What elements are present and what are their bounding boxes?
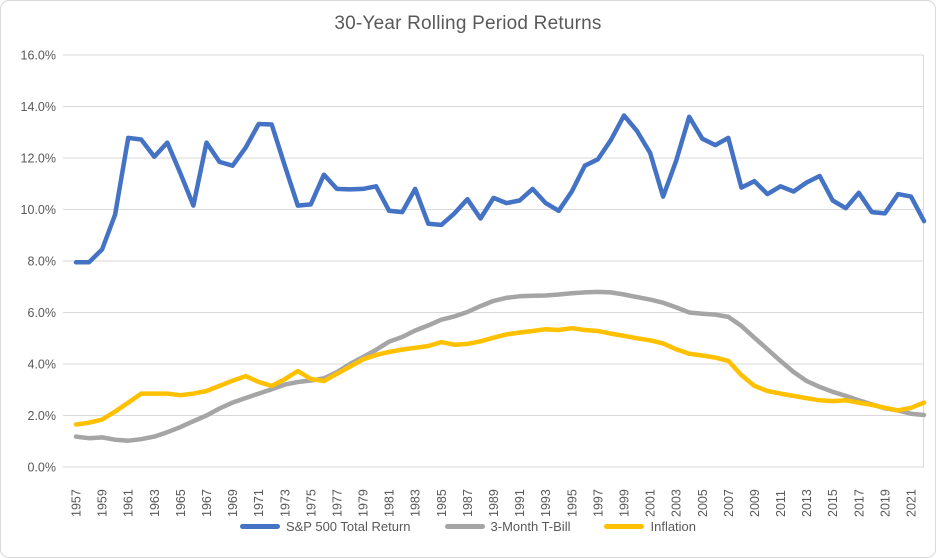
sp500-line-swatch-icon [239, 524, 280, 529]
y-tick-label: 14.0% [21, 100, 56, 114]
x-tick-label: 1997 [591, 489, 605, 517]
x-tick-label: 1989 [487, 489, 501, 517]
x-tick-label: 1969 [226, 489, 240, 517]
y-tick-label: 2.0% [28, 409, 57, 423]
chart-title: 30-Year Rolling Period Returns [334, 13, 602, 34]
x-tick-label: 2003 [670, 489, 684, 517]
x-tick-label: 2019 [878, 489, 892, 517]
x-tick-label: 2013 [800, 489, 814, 517]
legend-item-inflation: Inflation [604, 519, 696, 534]
x-tick-label: 2021 [905, 489, 919, 517]
tbill-line [73, 289, 927, 443]
legend-label-tbill: 3-Month T-Bill [490, 519, 571, 534]
y-tick-label: 6.0% [28, 306, 57, 320]
x-tick-label: 2017 [852, 489, 866, 517]
x-tick-label: 1977 [330, 489, 344, 517]
x-tick-label: 1985 [435, 489, 449, 517]
y-tick-label: 8.0% [28, 255, 57, 269]
inflation-line-swatch-icon [604, 524, 645, 529]
x-tick-label: 1993 [539, 489, 553, 517]
x-tick-label: 1981 [383, 489, 397, 517]
x-tick-label: 1963 [148, 489, 162, 517]
x-tick-label: 1961 [122, 489, 136, 517]
legend-label-sp500: S&P 500 Total Return [285, 519, 411, 534]
x-tick-label: 1975 [304, 489, 318, 517]
y-tick-label: 12.0% [21, 152, 56, 166]
x-tick-label: 2015 [826, 489, 840, 517]
x-tick-label: 2001 [644, 489, 658, 517]
x-tick-label: 2007 [722, 489, 736, 517]
x-tick-label: 1987 [461, 489, 475, 517]
legend-item-sp500: S&P 500 Total Return [239, 519, 411, 534]
x-tick-label: 1967 [200, 489, 214, 517]
legend-item-tbill: 3-Month T-Bill [444, 519, 571, 534]
x-tick-label: 1973 [278, 489, 292, 517]
x-tick-label: 1959 [96, 489, 110, 517]
y-tick-label: 0.0% [28, 461, 57, 475]
x-tick-label: 2009 [748, 489, 762, 517]
y-tick-label: 16.0% [21, 49, 56, 63]
y-tick-label: 10.0% [21, 203, 56, 217]
x-tick-label: 1999 [617, 489, 631, 517]
x-tick-label: 1979 [357, 489, 371, 517]
x-tick-label: 2011 [774, 490, 788, 517]
legend-label-inflation: Inflation [650, 519, 697, 534]
x-tick-label: 2005 [696, 489, 710, 517]
x-tick-label: 1965 [174, 489, 188, 517]
x-tick-label: 1971 [252, 489, 266, 517]
tbill-line-swatch-icon [444, 524, 485, 529]
x-tick-label: 1991 [513, 489, 527, 517]
x-tick-label: 1983 [409, 489, 423, 517]
sp500-line [73, 113, 927, 265]
legend: S&P 500 Total Return 3-Month T-Bill Infl… [1, 519, 935, 534]
x-tick-label: 1957 [70, 489, 84, 517]
x-tick-label: 1995 [565, 489, 579, 517]
y-tick-label: 4.0% [28, 358, 57, 372]
inflation-line [73, 325, 927, 427]
